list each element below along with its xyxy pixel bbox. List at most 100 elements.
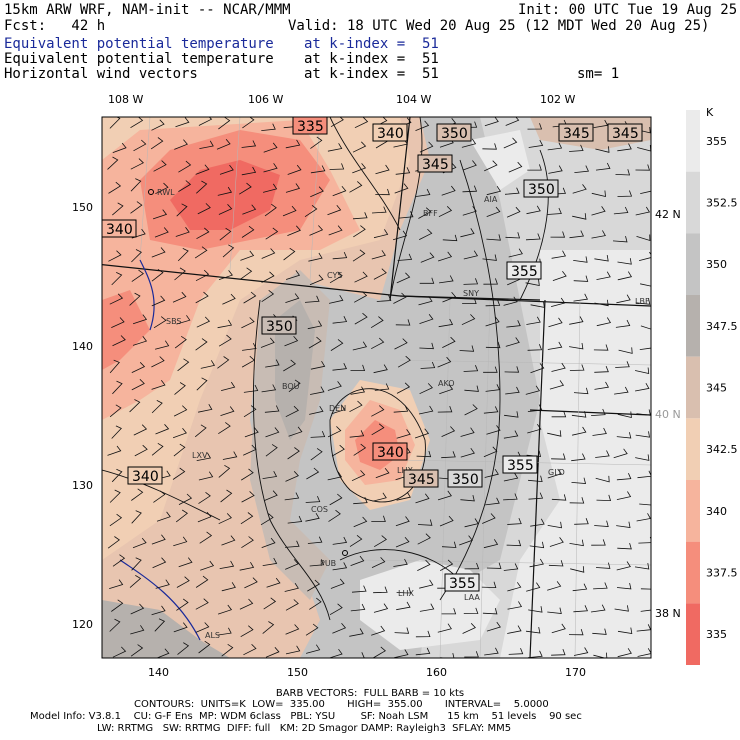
wind-barb — [594, 381, 610, 390]
wind-barb — [640, 325, 651, 330]
wind-barb — [309, 225, 324, 236]
city-label: CYS — [327, 271, 342, 280]
wind-barb — [354, 312, 368, 325]
wind-barb — [332, 562, 348, 571]
wind-barb — [353, 516, 368, 528]
wind-barb — [505, 386, 520, 395]
wind-barb — [109, 117, 121, 129]
wind-barb — [197, 511, 212, 523]
wind-barb — [194, 424, 207, 438]
city-label: BOU — [282, 382, 300, 391]
wind-barb — [177, 642, 190, 655]
wind-barb — [174, 267, 186, 281]
city-label: SBS — [166, 317, 182, 326]
wind-barb — [640, 609, 651, 612]
wind-barb — [570, 566, 585, 573]
wind-barb — [134, 444, 148, 457]
wind-barb — [196, 227, 210, 240]
field3-name: Horizontal wind vectors — [4, 66, 198, 82]
city-label: RWL — [157, 188, 175, 197]
wind-barb — [309, 559, 325, 567]
wind-barb — [219, 164, 234, 175]
wind-barb — [305, 623, 319, 636]
wind-barb — [396, 587, 412, 594]
svg-text:345: 345 — [612, 126, 639, 142]
wind-barb — [551, 623, 566, 634]
wind-barb — [178, 493, 193, 505]
wind-barb — [616, 583, 632, 590]
wind-barb — [265, 359, 280, 368]
wind-barb — [331, 444, 345, 457]
wind-barb — [111, 272, 123, 286]
wind-barb — [504, 187, 520, 195]
colorbar-label: 335 — [706, 628, 727, 641]
wind-barb — [287, 515, 303, 524]
wind-barb — [195, 622, 210, 633]
wind-barb — [637, 470, 651, 479]
wind-barb — [131, 557, 142, 571]
wind-barb — [415, 120, 430, 131]
wind-barb — [240, 250, 255, 261]
wind-barb — [568, 628, 584, 636]
wind-barb — [178, 180, 192, 192]
wind-barb — [261, 271, 275, 283]
wind-barb — [440, 559, 454, 571]
wind-barb — [549, 380, 565, 390]
wind-barb — [133, 139, 147, 152]
lon-label: 104 W — [396, 93, 431, 106]
wind-barb — [571, 453, 586, 462]
field2-level: at k-index = 51 — [304, 51, 439, 67]
wind-barb — [175, 117, 190, 128]
wind-barb — [240, 625, 254, 638]
wind-barb — [220, 381, 236, 391]
wind-barb — [263, 163, 278, 173]
wind-barb — [151, 379, 166, 390]
wind-barb — [569, 539, 584, 547]
wind-barb — [265, 647, 280, 658]
wind-barb — [176, 576, 190, 588]
wind-barb — [172, 467, 186, 480]
wind-barb — [243, 384, 259, 393]
wind-barb — [109, 579, 124, 589]
wind-barb — [415, 630, 431, 638]
svg-text:345: 345 — [408, 472, 435, 488]
wind-barb — [354, 291, 368, 303]
wind-barb — [461, 138, 477, 148]
wind-barb — [439, 384, 454, 395]
wind-barb — [573, 647, 589, 656]
wind-barb — [505, 232, 521, 239]
wind-barb — [462, 185, 478, 193]
wind-barb — [525, 233, 541, 241]
wind-barb — [528, 492, 544, 500]
contour-label: 335 — [292, 116, 328, 135]
contour-label: 345 — [607, 123, 643, 142]
wind-barb — [151, 442, 164, 456]
wind-barb — [351, 470, 366, 482]
wind-barb — [398, 211, 414, 219]
wind-barb — [108, 250, 122, 262]
wind-barb — [596, 271, 611, 280]
wind-barb — [178, 160, 192, 173]
wind-barb — [420, 361, 436, 369]
wind-barb — [197, 203, 211, 215]
wind-barb — [572, 213, 587, 220]
wind-barb — [351, 585, 367, 593]
wind-barb — [482, 513, 496, 524]
wind-barb — [485, 341, 501, 349]
grid-y-label: 130 — [72, 479, 93, 492]
wind-barb — [551, 250, 567, 259]
wind-barb — [242, 117, 255, 129]
wind-barb — [393, 292, 407, 304]
colorbar-label: 355 — [706, 135, 727, 148]
wind-barb — [109, 489, 121, 503]
wind-barb — [374, 383, 390, 391]
wind-barb — [241, 225, 255, 238]
wind-barb — [636, 234, 651, 242]
wind-barb — [352, 341, 368, 351]
wind-barb — [239, 598, 254, 610]
wind-barb — [437, 623, 452, 633]
wind-barb — [573, 256, 588, 263]
wind-barb — [151, 534, 166, 545]
wind-barb — [262, 557, 278, 566]
wind-barb — [109, 404, 122, 418]
